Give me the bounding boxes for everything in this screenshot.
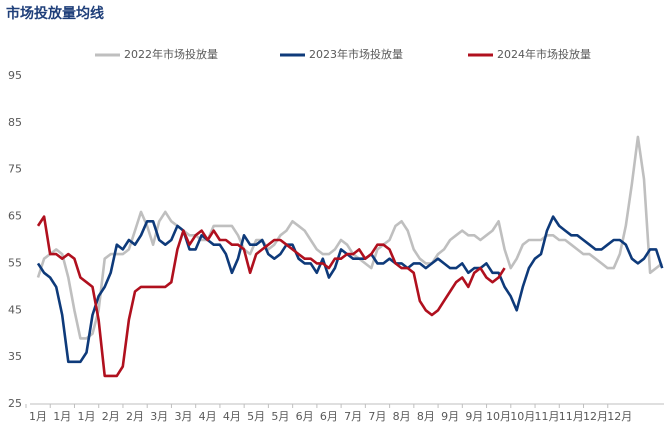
x-tick-label: 8月	[393, 410, 411, 423]
x-tick-label: 1月	[77, 410, 95, 423]
x-tick-label: 5月	[271, 410, 289, 423]
y-tick-label: 35	[8, 350, 22, 363]
x-tick-label: 9月	[465, 410, 483, 423]
y-tick-label: 25	[8, 397, 22, 410]
series-line	[36, 135, 663, 340]
series-line	[36, 215, 664, 364]
x-tick-label: 2月	[126, 410, 144, 423]
x-tick-label: 3月	[150, 410, 168, 423]
x-tick-label: 3月	[174, 410, 192, 423]
x-tick-label: 10月	[486, 410, 511, 423]
y-tick-label: 45	[8, 303, 22, 316]
x-tick-label: 7月	[368, 410, 386, 423]
x-tick-label: 6月	[320, 410, 338, 423]
x-tick-label: 12月	[607, 410, 632, 423]
x-tick-label: 4月	[223, 410, 241, 423]
x-tick-label: 5月	[247, 410, 265, 423]
legend-label: 2023年市场投放量	[309, 47, 403, 61]
x-tick-label: 6月	[296, 410, 314, 423]
x-tick-label: 4月	[199, 410, 217, 423]
y-tick-label: 85	[8, 116, 22, 129]
y-tick-label: 65	[8, 210, 22, 223]
x-tick-label: 11月	[535, 410, 560, 423]
y-tick-label: 95	[8, 69, 22, 82]
y-tick-label: 75	[8, 163, 22, 176]
x-tick-label: 1月	[53, 410, 71, 423]
x-tick-label: 12月	[583, 410, 608, 423]
y-tick-label: 55	[8, 256, 22, 269]
x-tick-label: 8月	[417, 410, 435, 423]
legend-label: 2024年市场投放量	[497, 47, 591, 61]
x-tick-label: 10月	[510, 410, 535, 423]
x-tick-label: 7月	[344, 410, 362, 423]
chart-title: 市场投放量均线	[6, 5, 104, 22]
legend-label: 2022年市场投放量	[124, 47, 218, 61]
x-tick-label: 1月	[29, 410, 47, 423]
x-tick-label: 9月	[441, 410, 459, 423]
series-line	[36, 215, 506, 378]
x-tick-label: 11月	[559, 410, 584, 423]
x-tick-label: 2月	[102, 410, 120, 423]
